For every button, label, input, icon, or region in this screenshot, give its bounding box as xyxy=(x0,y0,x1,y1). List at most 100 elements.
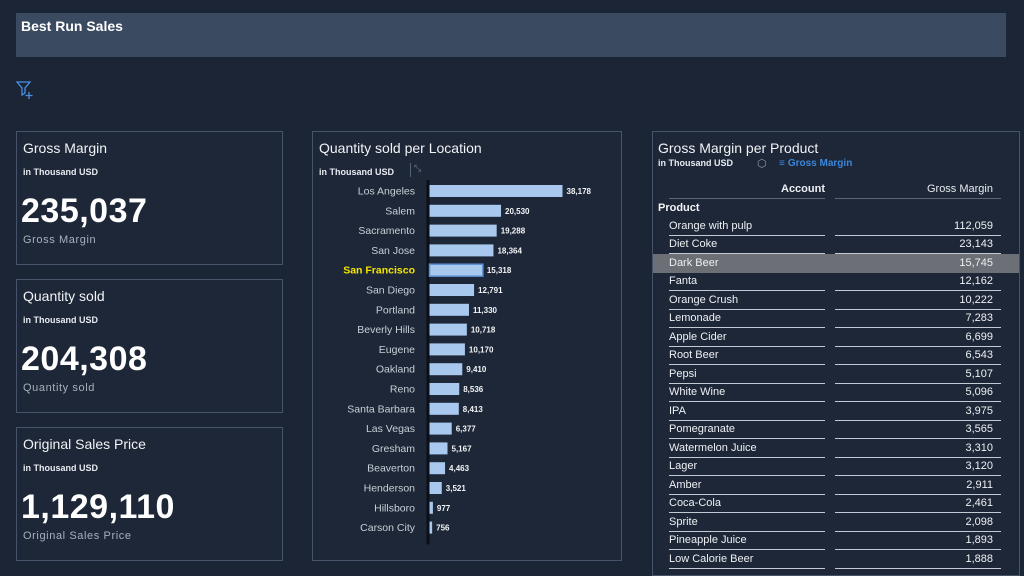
category-label[interactable]: Beaverton xyxy=(367,463,415,475)
cell-product-name[interactable]: Watermelon Juice xyxy=(669,439,825,458)
cell-product-name[interactable]: Diet Coke xyxy=(669,236,825,254)
table-row[interactable]: Coca-Cola 2,461 xyxy=(653,495,1019,513)
bar[interactable] xyxy=(429,303,469,316)
bar[interactable] xyxy=(429,363,463,376)
bar[interactable] xyxy=(429,323,467,336)
table-row[interactable]: Pomegranate 3,565 xyxy=(653,421,1019,439)
category-label[interactable]: Gresham xyxy=(372,443,415,455)
column-header-account[interactable]: Account xyxy=(669,180,825,199)
table-row[interactable]: White Wine 5,096 xyxy=(653,384,1019,402)
category-label[interactable]: Carson City xyxy=(360,522,416,534)
cell-gross-margin[interactable]: 2,098 xyxy=(835,513,1001,532)
table-row[interactable]: IPA 3,975 xyxy=(653,402,1019,421)
cell-gross-margin[interactable]: 6,543 xyxy=(835,347,1001,365)
bar[interactable] xyxy=(429,521,433,534)
bar[interactable] xyxy=(429,244,494,257)
table-row[interactable]: Orange with pulp 112,059 xyxy=(653,217,1019,236)
cell-product-name[interactable]: Fanta xyxy=(669,273,825,291)
cell-gross-margin[interactable]: 3,310 xyxy=(835,439,1001,458)
cell-product-name[interactable]: Pomegranate xyxy=(669,421,825,439)
table-row[interactable]: Amber 2,911 xyxy=(653,476,1019,495)
bar[interactable] xyxy=(429,482,442,494)
table-card-gross-margin-per-product[interactable]: Gross Margin per Product in Thousand USD… xyxy=(652,131,1020,576)
bar[interactable] xyxy=(429,185,563,197)
cell-product-name[interactable]: Lager xyxy=(669,458,825,476)
category-label[interactable]: Henderson xyxy=(364,483,416,495)
category-label[interactable]: Beverly Hills xyxy=(357,324,415,336)
category-label[interactable]: San Diego xyxy=(366,285,415,297)
cell-product-name[interactable]: Coca-Cola xyxy=(669,495,825,513)
category-label[interactable]: Santa Barbara xyxy=(347,403,415,415)
cube-icon[interactable]: ⬡ xyxy=(757,158,767,170)
cell-gross-margin[interactable]: 2,911 xyxy=(835,476,1001,495)
category-label[interactable]: Los Angeles xyxy=(358,186,415,198)
cell-gross-margin[interactable]: 6,699 xyxy=(835,328,1001,347)
cell-product-name[interactable]: Sprite xyxy=(669,513,825,532)
table-row[interactable]: Root Beer 6,543 xyxy=(653,347,1019,365)
cell-product-name[interactable]: Root Beer xyxy=(669,347,825,365)
category-label[interactable]: San Jose xyxy=(371,245,415,257)
filter-add-icon[interactable] xyxy=(15,80,36,100)
cell-product-name[interactable]: Orange with pulp xyxy=(669,217,825,236)
category-label[interactable]: Salem xyxy=(385,205,415,217)
table-row[interactable]: Orange Crush 10,222 xyxy=(653,291,1019,310)
cell-gross-margin[interactable]: 112,059 xyxy=(835,217,1001,236)
cell-product-name[interactable]: Orange Crush xyxy=(669,291,825,310)
cell-gross-margin[interactable]: 3,975 xyxy=(835,402,1001,421)
table-row[interactable]: Pepsi 5,107 xyxy=(653,365,1019,384)
table-row[interactable]: Watermelon Juice 3,310 xyxy=(653,439,1019,458)
category-label[interactable]: Reno xyxy=(390,384,415,396)
table-row[interactable]: Dark Beer 15,745 xyxy=(653,254,1019,273)
table-row[interactable]: Lemonade 7,283 xyxy=(653,310,1019,328)
cell-gross-margin[interactable]: 15,745 xyxy=(835,254,1001,273)
bar[interactable] xyxy=(428,263,484,277)
cell-product-name[interactable]: White Wine xyxy=(669,384,825,402)
bar[interactable] xyxy=(429,501,433,514)
cell-gross-margin[interactable]: 23,143 xyxy=(835,236,1001,254)
cell-gross-margin[interactable]: 7,283 xyxy=(835,310,1001,328)
cell-product-name[interactable]: Amber xyxy=(669,476,825,495)
bar[interactable] xyxy=(429,224,497,237)
category-label[interactable]: Las Vegas xyxy=(366,423,415,435)
cell-product-name[interactable]: Pepsi xyxy=(669,365,825,384)
cell-gross-margin[interactable]: 1,888 xyxy=(835,550,1001,569)
bar[interactable] xyxy=(429,383,460,395)
category-label[interactable]: San Francisco xyxy=(343,265,415,277)
cell-product-name[interactable]: Lemonade xyxy=(669,310,825,328)
table-row[interactable]: Pineapple Juice 1,893 xyxy=(653,532,1019,550)
cell-product-name[interactable]: Low Calorie Beer xyxy=(669,550,825,569)
column-header-gross-margin[interactable]: Gross Margin xyxy=(835,180,1001,199)
category-label[interactable]: Oakland xyxy=(376,364,415,376)
table-row[interactable]: Diet Coke 23,143 xyxy=(653,236,1019,254)
cell-product-name[interactable]: Dark Beer xyxy=(669,254,825,273)
bar[interactable] xyxy=(429,284,475,296)
bar[interactable] xyxy=(429,422,452,435)
table-row[interactable]: Low Calorie Beer 1,888 xyxy=(653,550,1019,569)
kpi-card-gross-margin[interactable]: Gross Margin in Thousand USD 235,037 Gro… xyxy=(16,131,283,265)
table-row[interactable]: Apple Cider 6,699 xyxy=(653,328,1019,347)
kpi-card-original-sales-price[interactable]: Original Sales Price in Thousand USD 1,1… xyxy=(16,427,283,561)
category-label[interactable]: Hillsboro xyxy=(374,502,415,514)
category-label[interactable]: Eugene xyxy=(379,344,415,356)
cell-gross-margin[interactable]: 5,096 xyxy=(835,384,1001,402)
table-row[interactable]: Fanta 12,162 xyxy=(653,273,1019,291)
category-label[interactable]: Portland xyxy=(376,304,415,316)
bar[interactable] xyxy=(429,442,448,455)
bar[interactable] xyxy=(429,462,446,475)
kpi-card-quantity-sold[interactable]: Quantity sold in Thousand USD 204,308 Qu… xyxy=(16,279,283,413)
bar-chart[interactable]: Los Angeles 38,178 Salem 20,530 Sacramento 19… xyxy=(313,180,621,560)
measure-filter-token[interactable]: ≡ Gross Margin xyxy=(779,158,852,169)
cell-gross-margin[interactable]: 1,893 xyxy=(835,532,1001,550)
table-row[interactable]: Lager 3,120 xyxy=(653,458,1019,476)
cell-gross-margin[interactable]: 10,222 xyxy=(835,291,1001,310)
bar[interactable] xyxy=(429,402,459,415)
table-row[interactable]: Sprite 2,098 xyxy=(653,513,1019,532)
cell-gross-margin[interactable]: 2,461 xyxy=(835,495,1001,513)
chart-card-quantity-per-location[interactable]: Quantity sold per Location in Thousand U… xyxy=(312,131,622,561)
cell-gross-margin[interactable]: 12,162 xyxy=(835,273,1001,291)
bar[interactable] xyxy=(429,204,502,217)
cell-gross-margin[interactable]: 3,565 xyxy=(835,421,1001,439)
cell-product-name[interactable]: Apple Cider xyxy=(669,328,825,347)
cell-product-name[interactable]: Pineapple Juice xyxy=(669,532,825,550)
category-label[interactable]: Sacramento xyxy=(358,225,415,237)
